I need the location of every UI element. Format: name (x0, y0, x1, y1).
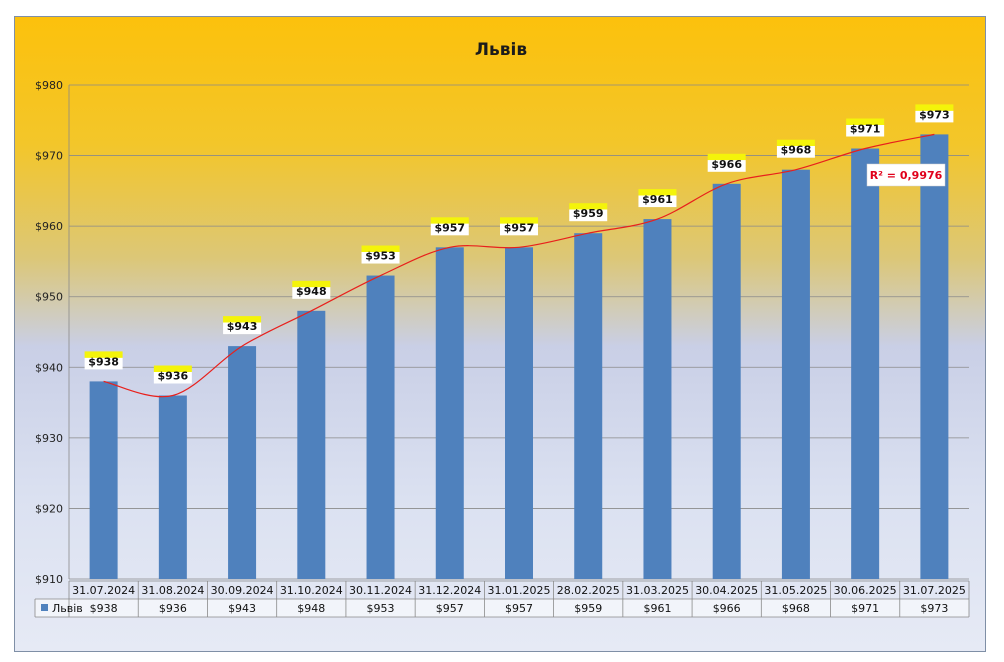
trend-line (103, 133, 935, 398)
trend-layer (103, 133, 935, 398)
data-label: $959 (573, 207, 604, 220)
bar (228, 346, 257, 579)
table-cell: $968 (782, 602, 810, 615)
x-tick-label: 31.07.2025 (903, 584, 966, 597)
y-tick-label: $980 (35, 79, 63, 92)
chart-frame: Львів $910 $920 $930 $940 $950 $960 $970 $980 $… (14, 16, 986, 652)
data-label: $936 (158, 370, 189, 383)
data-label-bg (776, 139, 815, 158)
data-label: $948 (296, 285, 327, 298)
data-label: $943 (227, 320, 258, 333)
data-label: $966 (711, 158, 742, 171)
data-label-bg (915, 104, 954, 123)
bar (158, 395, 187, 579)
bar (366, 275, 395, 579)
x-tick-label: 31.03.2025 (626, 584, 689, 597)
bar (920, 134, 949, 579)
bar (297, 310, 326, 579)
table-cell: $971 (851, 602, 879, 615)
data-label-bg (84, 351, 123, 370)
table-cell: $957 (505, 602, 533, 615)
x-tick-label: 30.04.2025 (695, 584, 758, 597)
table-row-bg (35, 599, 969, 617)
chart-svg: Львів $910 $920 $930 $940 $950 $960 $970 $980 $… (34, 40, 970, 618)
data-label-bg (569, 203, 608, 222)
y-tick-label: $940 (35, 361, 63, 374)
bar (505, 247, 533, 580)
r2-label-bg (866, 163, 946, 187)
labels-layer: $938 $936 $943 $948 $953 $957 $957 $959 $961 $966… (84, 104, 954, 384)
x-tick-label: 31.05.2025 (764, 584, 827, 597)
x-tick-label: 31.08.2024 (141, 584, 204, 597)
chart-title: Львів (475, 40, 527, 60)
y-tick-label: $910 (35, 573, 63, 586)
data-label: $961 (642, 193, 673, 206)
data-label-bg (153, 365, 192, 384)
table-cell: $959 (574, 602, 602, 615)
x-tick-label: 31.07.2024 (72, 584, 135, 597)
data-table: 31.07.2024 31.08.2024 30.09.2024 31.10.2024… (34, 580, 970, 618)
x-tick-label: 31.10.2024 (280, 584, 343, 597)
x-tick-label: 31.12.2024 (418, 584, 481, 597)
data-label-bg (500, 217, 538, 236)
r2-label-box: R² = 0,9976 (866, 163, 946, 187)
data-label: $957 (434, 221, 465, 234)
data-label-bg (292, 280, 331, 299)
data-label-bg (707, 153, 746, 172)
table-cell: $973 (920, 602, 948, 615)
x-tick-label: 30.11.2024 (349, 584, 412, 597)
table-cell: $957 (436, 602, 464, 615)
data-label: $971 (850, 123, 881, 136)
data-label: $953 (365, 250, 396, 263)
table-cell: $948 (297, 602, 325, 615)
table-cell: $943 (228, 602, 256, 615)
bar (712, 183, 741, 580)
y-tick-label: $950 (35, 291, 63, 304)
x-tick-label: 30.06.2025 (834, 584, 897, 597)
table-cell: $936 (159, 602, 187, 615)
y-tick-label: $960 (35, 220, 63, 233)
data-label-bg (846, 118, 885, 137)
bar (643, 219, 672, 580)
table-cell: $953 (367, 602, 395, 615)
data-label: $968 (781, 144, 812, 157)
bar (574, 233, 603, 579)
table-cell: $966 (713, 602, 741, 615)
x-tick-label: 28.02.2025 (557, 584, 620, 597)
data-label-bg (430, 217, 469, 236)
y-tick-label: $970 (35, 150, 63, 163)
data-label-bg (361, 245, 400, 264)
table-cell: $938 (90, 602, 118, 615)
y-tick-label: $920 (35, 502, 63, 515)
data-label-bg (223, 316, 262, 335)
bar (435, 247, 464, 580)
data-label: $973 (919, 108, 950, 121)
x-tick-label: 31.01.2025 (488, 584, 551, 597)
bars-layer (89, 134, 949, 580)
legend-key (41, 604, 48, 611)
data-label: $957 (504, 221, 535, 234)
r2-label: R² = 0,9976 (870, 169, 943, 182)
bar (89, 381, 118, 579)
table-cell: $961 (643, 602, 671, 615)
bar (781, 169, 810, 579)
data-label: $938 (88, 355, 119, 368)
table-row-label: Львів (52, 602, 83, 615)
data-label-bg (638, 189, 677, 208)
bar (851, 148, 880, 579)
y-tick-label: $930 (35, 432, 63, 445)
x-tick-label: 30.09.2024 (211, 584, 274, 597)
